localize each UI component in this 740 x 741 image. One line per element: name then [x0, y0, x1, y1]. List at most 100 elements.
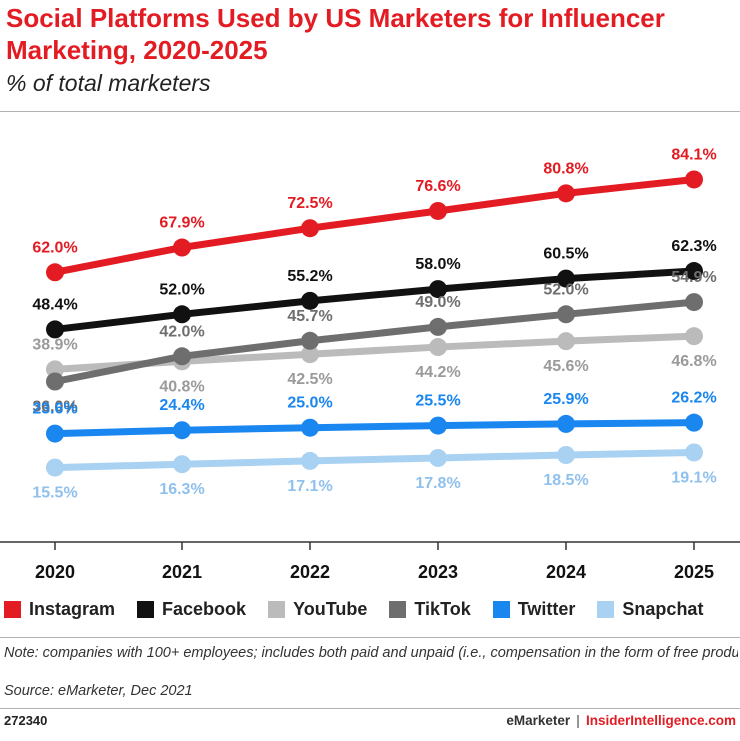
tiktok-point — [173, 347, 191, 366]
legend-item-tiktok: TikTok — [389, 598, 471, 620]
legend-swatch — [137, 600, 155, 618]
chart-legend: Instagram Facebook YouTube TikTok Twitter Sna… — [4, 595, 740, 623]
snapchat-data-label: 17.8% — [415, 475, 460, 492]
tiktok-line — [51, 298, 698, 385]
line-chart: 62.0% 67.9% 72.5% 76.6% 80.8% 84.1% 48.4% 52.0%… — [0, 146, 740, 582]
facebook-data-label: 48.4% — [32, 296, 77, 313]
facebook-point — [429, 280, 447, 299]
legend-label: TikTok — [414, 598, 471, 619]
brand-credit: eMarketer | InsiderIntelligence.com — [506, 713, 736, 728]
twitter-point — [429, 416, 447, 435]
snapchat-point — [46, 458, 64, 477]
footer-rule — [0, 637, 740, 638]
legend-item-twitter: Twitter — [492, 598, 576, 620]
x-tick-label: 2022 — [290, 562, 330, 582]
tiktok-data-label: 52.0% — [543, 281, 588, 298]
instagram-point — [46, 263, 64, 282]
snapchat-point — [173, 455, 191, 474]
legend-label: Instagram — [29, 598, 116, 619]
chart-id: 272340 — [4, 713, 48, 728]
legend-swatch — [597, 600, 615, 618]
facebook-point — [685, 262, 703, 281]
tiktok-point — [429, 317, 447, 336]
header-rule — [0, 111, 740, 112]
snapchat-line — [51, 448, 698, 472]
instagram-point — [685, 170, 703, 189]
youtube-data-label: 46.8% — [671, 353, 716, 370]
instagram-data-label: 80.8% — [543, 160, 588, 177]
instagram-data-label: 72.5% — [287, 195, 332, 212]
chart-subtitle: % of total marketers — [6, 70, 211, 96]
twitter-data-label: 24.4% — [159, 397, 204, 414]
youtube-point — [301, 345, 319, 364]
facebook-data-label: 52.0% — [159, 281, 204, 298]
legend-label: YouTube — [293, 598, 368, 619]
facebook-data-label: 55.2% — [287, 268, 332, 285]
instagram-data-label: 76.6% — [415, 178, 460, 195]
legend-item-youtube: YouTube — [268, 599, 367, 620]
instagram-line — [51, 175, 698, 276]
chart-title: Social Platforms Used by US Marketers fo… — [6, 3, 665, 65]
tiktok-point — [557, 305, 575, 324]
legend-label: Snapchat — [622, 598, 704, 619]
instagram-data-label: 84.1% — [671, 146, 716, 163]
x-tick-label: 2020 — [35, 562, 75, 582]
youtube-data-label: 40.8% — [159, 378, 204, 395]
instagram-point — [429, 201, 447, 220]
legend-swatch — [4, 600, 21, 618]
instagram-point — [173, 238, 191, 257]
snapchat-data-label: 19.1% — [671, 469, 716, 486]
twitter-data-label: 25.0% — [287, 395, 332, 412]
brand-separator: | — [576, 713, 580, 728]
legend-item-facebook: Facebook — [137, 599, 246, 620]
twitter-point — [301, 418, 319, 437]
twitter-data-label: 25.5% — [415, 393, 460, 410]
legend-swatch — [268, 600, 286, 618]
facebook-point — [173, 305, 191, 324]
legend-item-instagram: Instagram — [4, 599, 115, 620]
instagram-data-label: 62.0% — [32, 239, 77, 256]
tiktok-point — [301, 331, 319, 350]
facebook-point — [301, 291, 319, 310]
instagram-point — [557, 184, 575, 203]
youtube-data-label: 44.2% — [415, 364, 460, 381]
facebook-data-label: 58.0% — [415, 256, 460, 273]
tiktok-data-label: 49.0% — [415, 294, 460, 311]
chart-source: Source: eMarketer, Dec 2021 — [4, 683, 193, 699]
facebook-point — [557, 269, 575, 288]
tiktok-data-label: 54.9% — [671, 269, 716, 286]
x-tick-label: 2024 — [546, 562, 586, 582]
twitter-point — [685, 413, 703, 432]
twitter-point — [46, 424, 64, 443]
x-tick-label: 2021 — [162, 562, 202, 582]
twitter-data-label: 23.6% — [32, 401, 77, 418]
tiktok-point — [46, 372, 64, 391]
x-tick-label: 2025 — [674, 562, 714, 582]
tiktok-data-label: 45.7% — [287, 308, 332, 325]
youtube-point — [429, 338, 447, 357]
youtube-data-label: 42.5% — [287, 371, 332, 388]
twitter-point — [173, 421, 191, 440]
twitter-data-label: 26.2% — [671, 390, 716, 407]
snapchat-data-label: 16.3% — [159, 481, 204, 498]
snapchat-point — [429, 448, 447, 467]
youtube-point — [685, 327, 703, 346]
tiktok-data-label: 42.0% — [159, 323, 204, 340]
facebook-point — [46, 320, 64, 339]
youtube-point — [557, 332, 575, 351]
bottom-rule — [0, 708, 740, 709]
facebook-line — [51, 267, 698, 333]
twitter-line — [51, 419, 698, 438]
x-tick-label: 2023 — [418, 562, 458, 582]
facebook-data-label: 60.5% — [543, 246, 588, 263]
brand-insider-intelligence[interactable]: InsiderIntelligence.com — [585, 713, 736, 728]
legend-label: Twitter — [517, 598, 576, 619]
twitter-point — [557, 414, 575, 433]
brand-emarketer: eMarketer — [506, 713, 571, 728]
chart-note: Note: companies with 100+ employees; inc… — [4, 645, 738, 661]
snapchat-point — [301, 451, 319, 470]
legend-item-snapchat: Snapchat — [597, 599, 703, 620]
instagram-point — [301, 219, 319, 238]
instagram-data-label: 67.9% — [159, 215, 204, 232]
youtube-data-label: 45.6% — [543, 358, 588, 375]
